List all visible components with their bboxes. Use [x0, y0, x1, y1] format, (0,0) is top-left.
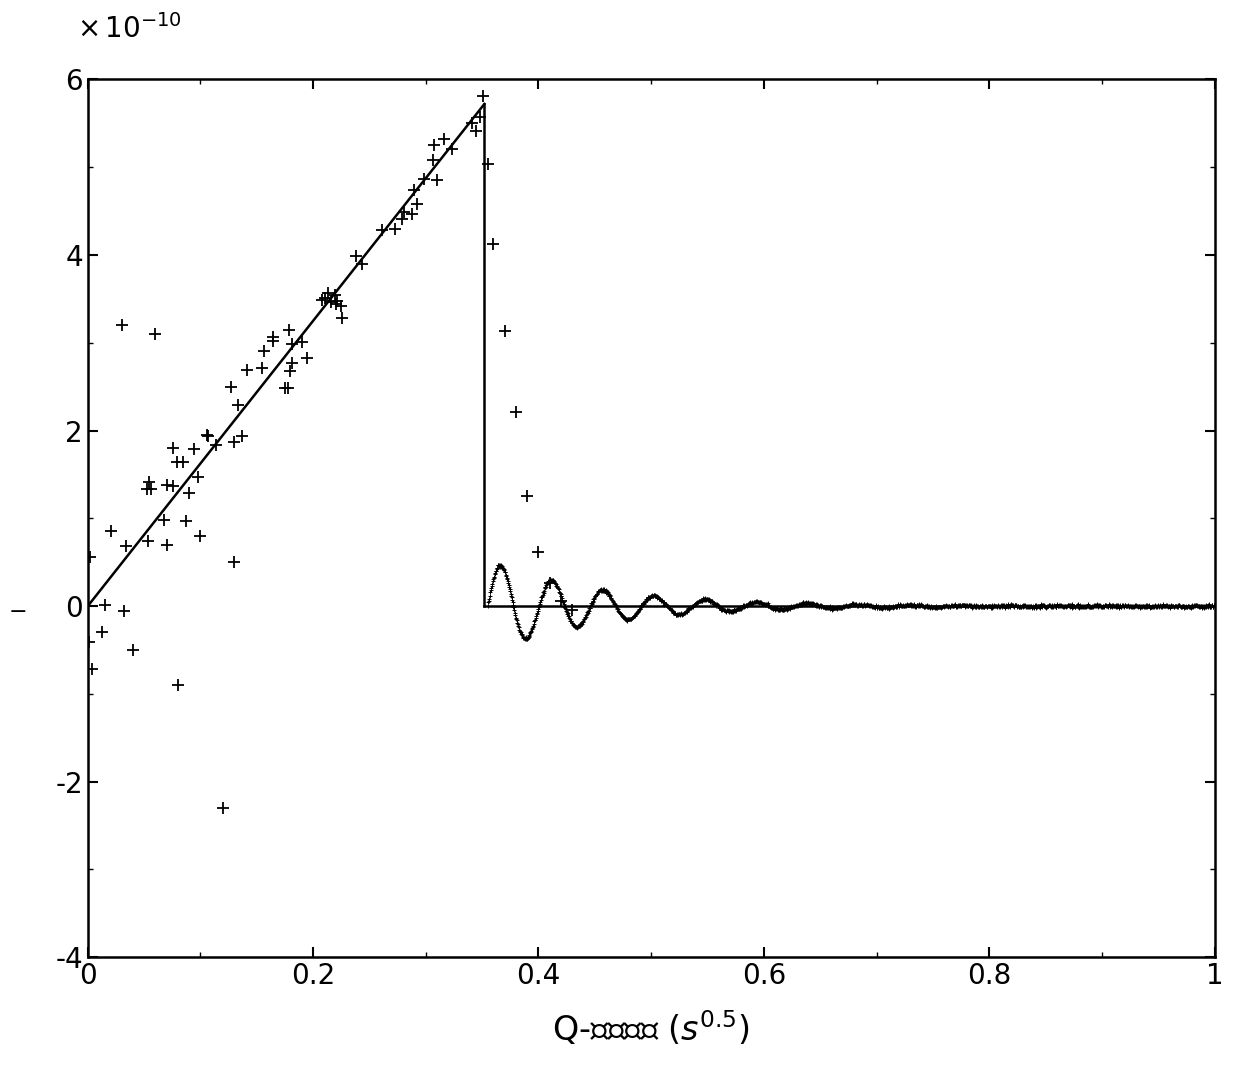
Text: $-$: $-$ [7, 601, 26, 621]
Text: $\times\,10^{-10}$: $\times\,10^{-10}$ [77, 14, 181, 45]
X-axis label: Q-虚拟时间 ($s^{0.5}$): Q-虚拟时间 ($s^{0.5}$) [552, 1010, 750, 1048]
